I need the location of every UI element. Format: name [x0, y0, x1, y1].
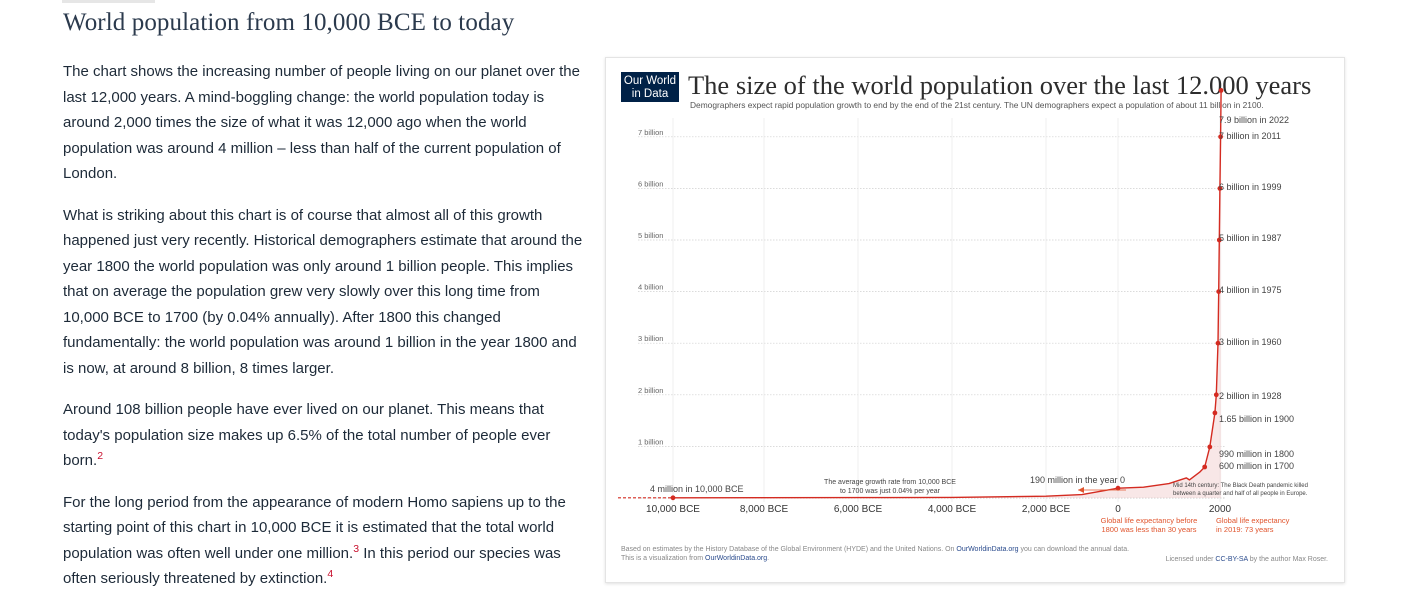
data-point-1987: [1216, 237, 1222, 243]
y-tick-label-7: 7 billion: [638, 128, 663, 137]
paragraph-prehistory-text-b: In this period our species was often ser…: [63, 544, 561, 588]
paragraph-prehistory: For the long period from the appearance …: [63, 490, 583, 592]
data-point-1900: [1212, 410, 1218, 416]
chart-annotations: 4 million in 10,000 BCE The average grow…: [650, 475, 1308, 534]
data-point-1960: [1215, 340, 1221, 346]
page-title: World population from 10,000 BCE to toda…: [63, 9, 515, 36]
data-point-1700: [1202, 464, 1208, 470]
x-tick-label-3: 4,000 BCE: [928, 504, 977, 515]
x-tick-label-5: 0: [1115, 504, 1121, 515]
annotation-life-exp-2019-1: Global life expectancy: [1216, 516, 1290, 525]
footnote-link-4[interactable]: 4: [327, 568, 334, 580]
data-point-label-1987: 5 billion in 1987: [1219, 233, 1282, 243]
population-area: [673, 90, 1222, 499]
paragraph-ever-lived-text: Around 108 billion people have ever live…: [63, 401, 551, 469]
footnote-link-3[interactable]: 3: [353, 542, 360, 555]
annotation-black-death-2: between a quarter and half of all people…: [1173, 491, 1308, 497]
chart-footer-vis-link[interactable]: OurWorldinData.org: [705, 555, 767, 562]
chart-labeled-points: 600 million in 1700 990 million in 1800 1.…: [670, 88, 1294, 501]
chart-footer-license: Licensed under CC-BY-SA by the author Ma…: [1166, 556, 1328, 563]
data-point-1975: [1216, 289, 1222, 294]
logo-line-1: Our World: [624, 75, 676, 87]
x-tick-label-1: 8,000 BCE: [740, 504, 789, 515]
data-point-2011: [1218, 134, 1223, 140]
y-tick-label-1: 1 billion: [638, 437, 663, 446]
chart-license-a: Licensed under: [1166, 556, 1216, 563]
paragraph-prehistory-text-a: For the long period from the appearance …: [63, 493, 566, 562]
data-point-label-1960: 3 billion in 1960: [1219, 337, 1282, 347]
x-tick-label-0: 10,000 BCE: [646, 504, 700, 515]
chart-card[interactable]: Our World in Data The size of the world …: [605, 57, 1345, 583]
annotation-year-zero: 190 million in the year 0: [1030, 475, 1125, 485]
annotation-life-exp-before-2: 1800 was less than 30 years: [1101, 525, 1196, 534]
y-tick-label-4: 4 billion: [638, 283, 663, 292]
annotation-start: 4 million in 10,000 BCE: [650, 484, 744, 494]
paragraph-ever-lived: Around 108 billion people have ever live…: [63, 397, 583, 474]
data-point--10000: [670, 495, 676, 501]
annotation-growth-rate-2: to 1700 was just 0.04% per year: [840, 488, 941, 495]
data-point-2022: [1218, 88, 1224, 93]
data-point-1800: [1207, 444, 1213, 450]
x-tick-label-6: 2000: [1209, 504, 1232, 515]
top-tab-indicator: [62, 0, 155, 3]
annotation-life-exp-2019-2: in 2019: 73 years: [1216, 525, 1274, 534]
footnote-ref-2[interactable]: 2: [97, 450, 103, 462]
chart-series-line: [618, 90, 1222, 499]
chart-footer-source-b: you can download the annual data.: [1019, 546, 1130, 553]
chart-gridlines: [638, 118, 1226, 502]
y-tick-label-3: 3 billion: [638, 334, 663, 343]
logo-line-2: in Data: [632, 88, 669, 100]
chart-footer-link[interactable]: OurWorldinData.org: [956, 546, 1018, 553]
data-point-label-1800: 990 million in 1800: [1219, 449, 1294, 459]
annotation-black-death-1: Mid 14th century: The Black Death pandem…: [1173, 483, 1308, 489]
y-tick-label-2: 2 billion: [638, 386, 663, 395]
data-point-label-1928: 2 billion in 1928: [1219, 391, 1282, 401]
owid-logo[interactable]: Our World in Data: [621, 72, 679, 102]
chart-title: The size of the world population over th…: [688, 70, 1311, 100]
chart-footer-vis-b: .: [767, 555, 769, 562]
footnote-link-2[interactable]: 2: [97, 450, 104, 462]
footnote-ref-4[interactable]: 4: [327, 568, 333, 580]
y-tick-label-5: 5 billion: [638, 231, 663, 240]
data-point-label-2022: 7.9 billion in 2022: [1219, 115, 1289, 125]
data-point-0: [1115, 485, 1121, 491]
chart-license-link[interactable]: CC-BY-SA: [1215, 556, 1248, 563]
data-point-label-1900: 1.65 billion in 1900: [1219, 414, 1294, 424]
chart-footer-vis-a: This is a visualization from: [621, 555, 705, 562]
chart-area-fill: [673, 90, 1222, 499]
population-line: [672, 90, 1222, 499]
data-point-label-1999: 6 billion in 1999: [1219, 182, 1282, 192]
chart-footer-visualization: This is a visualization from OurWorldinD…: [621, 555, 769, 562]
x-tick-label-2: 6,000 BCE: [834, 504, 883, 515]
data-point-label-1700: 600 million in 1700: [1219, 461, 1294, 471]
article-body: The chart shows the increasing number of…: [63, 59, 583, 608]
data-point-label-1975: 4 billion in 1975: [1219, 285, 1282, 295]
life-expectancy-arrow-head: [1078, 487, 1084, 493]
annotation-growth-rate-1: The average growth rate from 10,000 BCE: [824, 479, 956, 486]
annotation-life-exp-before-1: Global life expectancy before: [1101, 516, 1198, 525]
y-tick-label-6: 6 billion: [638, 179, 663, 188]
data-point-1999: [1217, 186, 1223, 191]
x-axis-tick-labels: 10,000 BCE 8,000 BCE 6,000 BCE 4,000 BCE 2,0…: [646, 504, 1232, 515]
footnote-ref-3[interactable]: 3: [353, 543, 359, 555]
chart-footer-source: Based on estimates by the History Databa…: [621, 546, 1129, 553]
paragraph-intro: The chart shows the increasing number of…: [63, 63, 580, 182]
x-tick-label-4: 2,000 BCE: [1022, 504, 1071, 515]
data-point-label-2011: 7 billion in 2011: [1219, 131, 1281, 141]
y-axis-tick-labels: 1 billion 2 billion 3 billion 4 billion 5 bi…: [638, 128, 663, 447]
population-chart: Our World in Data The size of the world …: [618, 70, 1328, 563]
data-point-1928: [1213, 392, 1219, 398]
chart-license-b: by the author Max Roser.: [1248, 556, 1328, 563]
chart-footer-source-a: Based on estimates by the History Databa…: [621, 546, 956, 553]
paragraph-growth: What is striking about this chart is of …: [63, 206, 583, 377]
chart-subtitle: Demographers expect rapid population gro…: [690, 100, 1264, 110]
